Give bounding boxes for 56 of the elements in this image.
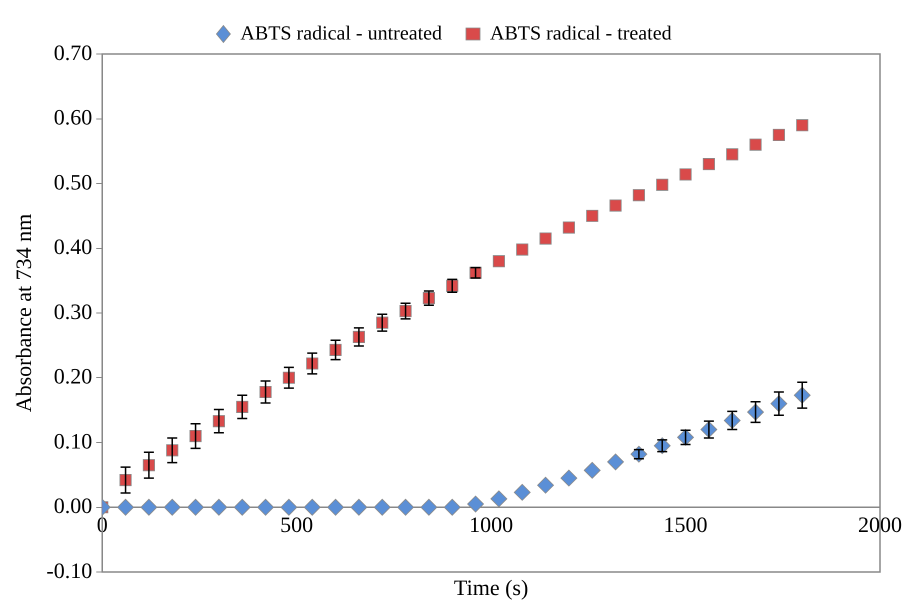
point [514, 484, 531, 501]
point [750, 138, 762, 151]
y-tick-label: -0.10 [46, 558, 92, 583]
y-axis-title: Absorbance at 734 nm [10, 214, 36, 412]
y-tick-label: 0.50 [54, 169, 92, 194]
point [350, 498, 368, 516]
point [610, 199, 622, 212]
point [374, 498, 391, 516]
legend-label: ABTS radical - untreated [240, 22, 442, 44]
point [492, 255, 505, 268]
point [140, 498, 158, 516]
point [540, 232, 552, 245]
point [420, 498, 438, 516]
point [467, 496, 484, 512]
legend-label: ABTS radical - treated [490, 22, 672, 44]
point [772, 128, 785, 141]
point [516, 243, 528, 256]
point [702, 158, 715, 170]
point [656, 178, 668, 191]
x-tick-label: 1000 [469, 512, 514, 538]
x-tick-label: 1500 [664, 512, 708, 538]
x-tick-label: 0 [96, 512, 108, 538]
y-tick-label: 0.10 [54, 428, 92, 454]
x-tick-label: 500 [280, 512, 314, 538]
point [632, 189, 645, 202]
point [654, 437, 671, 454]
point [210, 498, 228, 516]
y-tick-label: 0.00 [54, 493, 92, 518]
point [537, 476, 554, 494]
point [257, 498, 274, 516]
point [280, 498, 298, 516]
point [726, 148, 738, 160]
point [796, 119, 808, 132]
point [234, 498, 251, 516]
point [490, 490, 508, 508]
point [586, 210, 598, 222]
point [327, 498, 344, 516]
y-tick-label: 0.60 [54, 104, 92, 130]
point [562, 221, 575, 234]
point [584, 462, 601, 479]
point [397, 498, 414, 516]
point [164, 498, 181, 516]
x-axis-title: Time (s) [454, 574, 528, 600]
point [444, 498, 461, 516]
y-tick-label: 0.70 [54, 40, 92, 65]
point [680, 168, 692, 180]
x-tick-label: 2000 [858, 512, 902, 538]
point [630, 446, 648, 463]
y-tick-label: 0.20 [54, 364, 92, 389]
y-tick-label: 0.30 [54, 298, 92, 324]
point [607, 454, 624, 470]
point [560, 470, 578, 487]
point [187, 498, 204, 516]
point [117, 498, 134, 516]
point [304, 498, 321, 516]
y-tick-label: 0.40 [54, 234, 92, 260]
